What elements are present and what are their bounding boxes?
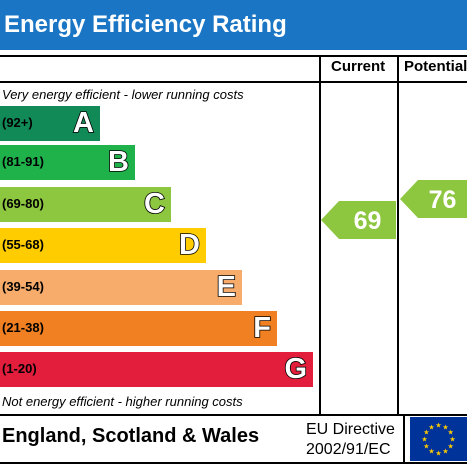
eu-star-icon: ★ (447, 443, 453, 451)
band-letter: F (252, 311, 271, 345)
band-d: (55-68) D (0, 228, 206, 263)
band-b: (81-91) B (0, 145, 135, 180)
current-header: Current (331, 58, 386, 75)
band-range-label: (1-20) (2, 361, 37, 376)
bottom-note: Not energy efficient - higher running co… (2, 394, 243, 409)
band-range-label: (69-80) (2, 196, 44, 211)
band-c: (69-80) C (0, 187, 171, 222)
band-range-label: (39-54) (2, 279, 44, 294)
band-letter: E (216, 270, 237, 304)
potential-rating-arrow: 76 (400, 180, 467, 218)
band-letter: C (143, 187, 166, 221)
band-letter: G (284, 352, 308, 386)
eu-directive-line1: EU Directive (306, 421, 395, 438)
potential-column-divider (397, 55, 399, 416)
header-bottom-line (0, 81, 467, 83)
potential-rating-shape (400, 180, 467, 218)
band-range-label: (21-38) (2, 320, 44, 335)
chart-title: Energy Efficiency Rating (4, 11, 287, 38)
band-range-label: (92+) (2, 115, 33, 130)
eu-directive-text: EU Directive 2002/91/EC (306, 420, 395, 460)
current-rating-arrow: 69 (321, 201, 396, 239)
eu-star-icon: ★ (421, 436, 427, 444)
eu-star-icon: ★ (449, 436, 455, 444)
bottom-line (0, 462, 467, 464)
eu-flag-icon: ★ ★★★★★★★★★★★ (410, 417, 467, 461)
footer-top-line (0, 414, 467, 416)
footer-divider (403, 414, 405, 464)
eu-star-icon: ★ (442, 448, 448, 456)
band-letter: D (178, 228, 201, 262)
band-g: (1-20) G (0, 352, 313, 387)
eu-star-icon: ★ (423, 429, 429, 437)
eu-star-icon: ★ (428, 448, 434, 456)
current-rating-shape (321, 201, 396, 239)
eu-star-icon: ★ (442, 423, 448, 431)
eu-flag-background (410, 417, 467, 461)
potential-header: Potential (404, 58, 467, 75)
country-label: England, Scotland & Wales (2, 425, 260, 447)
eu-star-icon: ★ (428, 423, 434, 431)
current-rating-value: 69 (354, 207, 382, 235)
top-note: Very energy efficient - lower running co… (2, 87, 244, 102)
band-letter: B (107, 145, 130, 179)
band-letter: A (72, 106, 95, 140)
band-a: (92+) A (0, 106, 100, 141)
header-top-line (0, 55, 467, 57)
band-e: (39-54) E (0, 270, 242, 305)
eu-directive-line2: 2002/91/EC (306, 441, 391, 458)
eu-star-icon: ★ (435, 422, 441, 430)
band-range-label: (55-68) (2, 237, 44, 252)
band-f: (21-38) F (0, 311, 277, 346)
current-column-divider (319, 55, 321, 416)
eu-star-icon: ★ (447, 429, 453, 437)
title-bar: Energy Efficiency Rating (0, 0, 467, 50)
eu-star-icon: ★ (435, 450, 441, 458)
potential-rating-value: 76 (429, 186, 457, 214)
eu-star-icon: ★ (423, 443, 429, 451)
band-range-label: (81-91) (2, 154, 44, 169)
